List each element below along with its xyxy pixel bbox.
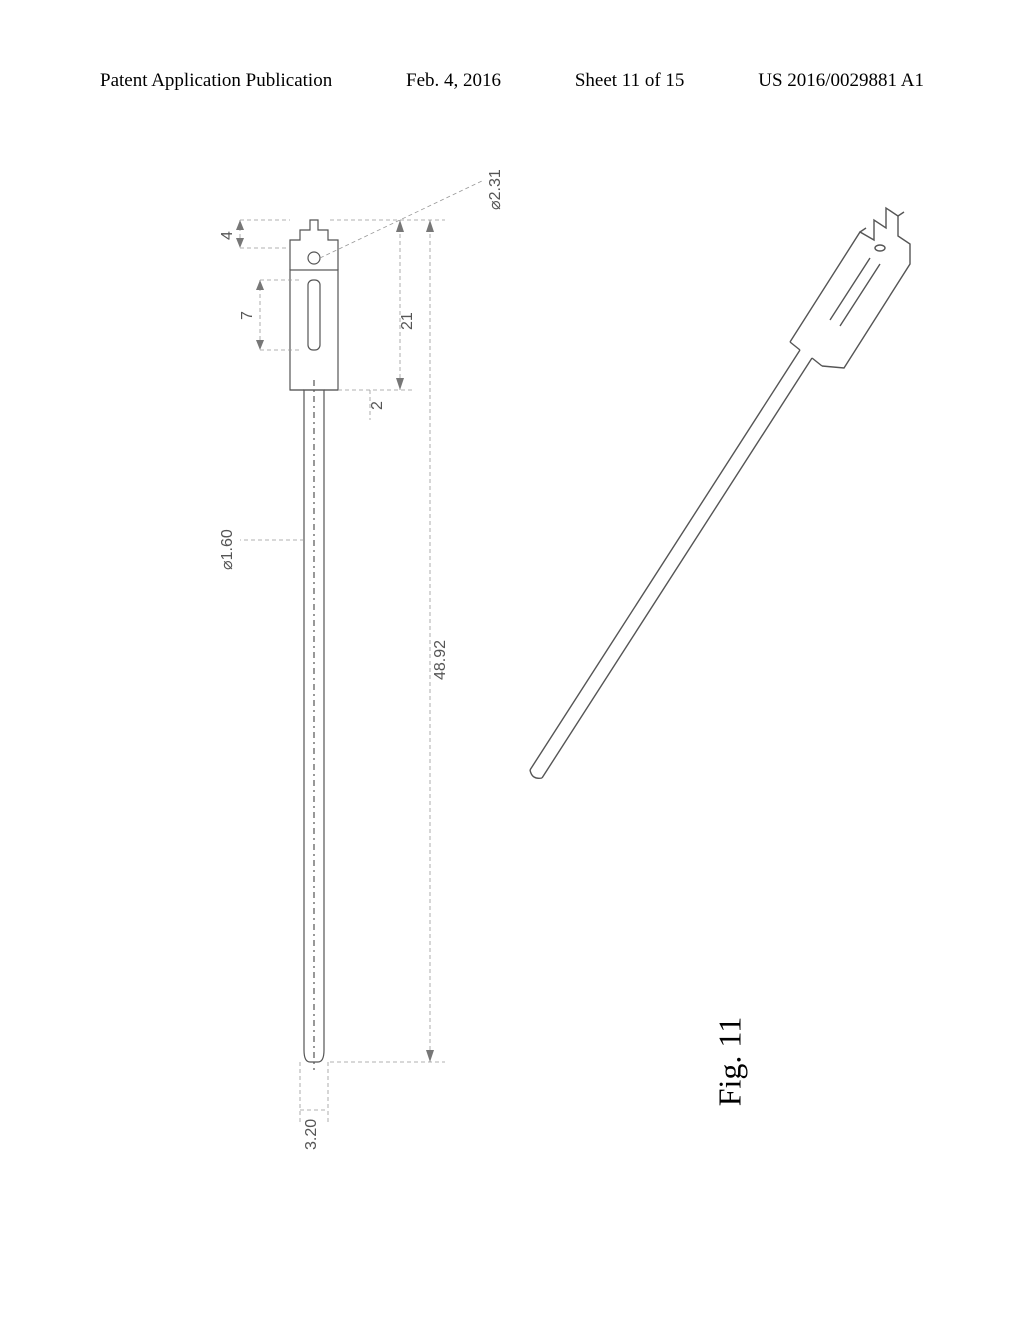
publication-label: Patent Application Publication (100, 70, 332, 92)
dim-shaft-diameter: ⌀1.60 (219, 529, 236, 570)
dim-handle-length: 21 (399, 312, 416, 330)
sheet-number: Sheet 11 of 15 (575, 70, 685, 92)
dim-hole-diameter: ⌀2.31 (487, 169, 504, 210)
figure-caption: Fig. 11 (711, 1017, 748, 1107)
dim-narrow-width: 2 (369, 401, 386, 410)
dim-top-step: 4 (219, 231, 236, 240)
page-header: Patent Application Publication Feb. 4, 2… (0, 70, 1024, 92)
dim-slot-length: 7 (239, 311, 256, 320)
figure-area: 48.92 21 2 4 7 ⌀1.60 ⌀2.31 3.20 (0, 140, 1024, 1260)
dim-total-length: 48.92 (432, 640, 449, 680)
publication-number: US 2016/0029881 A1 (758, 70, 924, 92)
publication-date: Feb. 4, 2016 (406, 70, 501, 92)
orthographic-drawing: 48.92 21 2 4 7 ⌀1.60 ⌀2.31 3.20 (0, 140, 1024, 1260)
dim-tab-width: 3.20 (303, 1119, 320, 1150)
